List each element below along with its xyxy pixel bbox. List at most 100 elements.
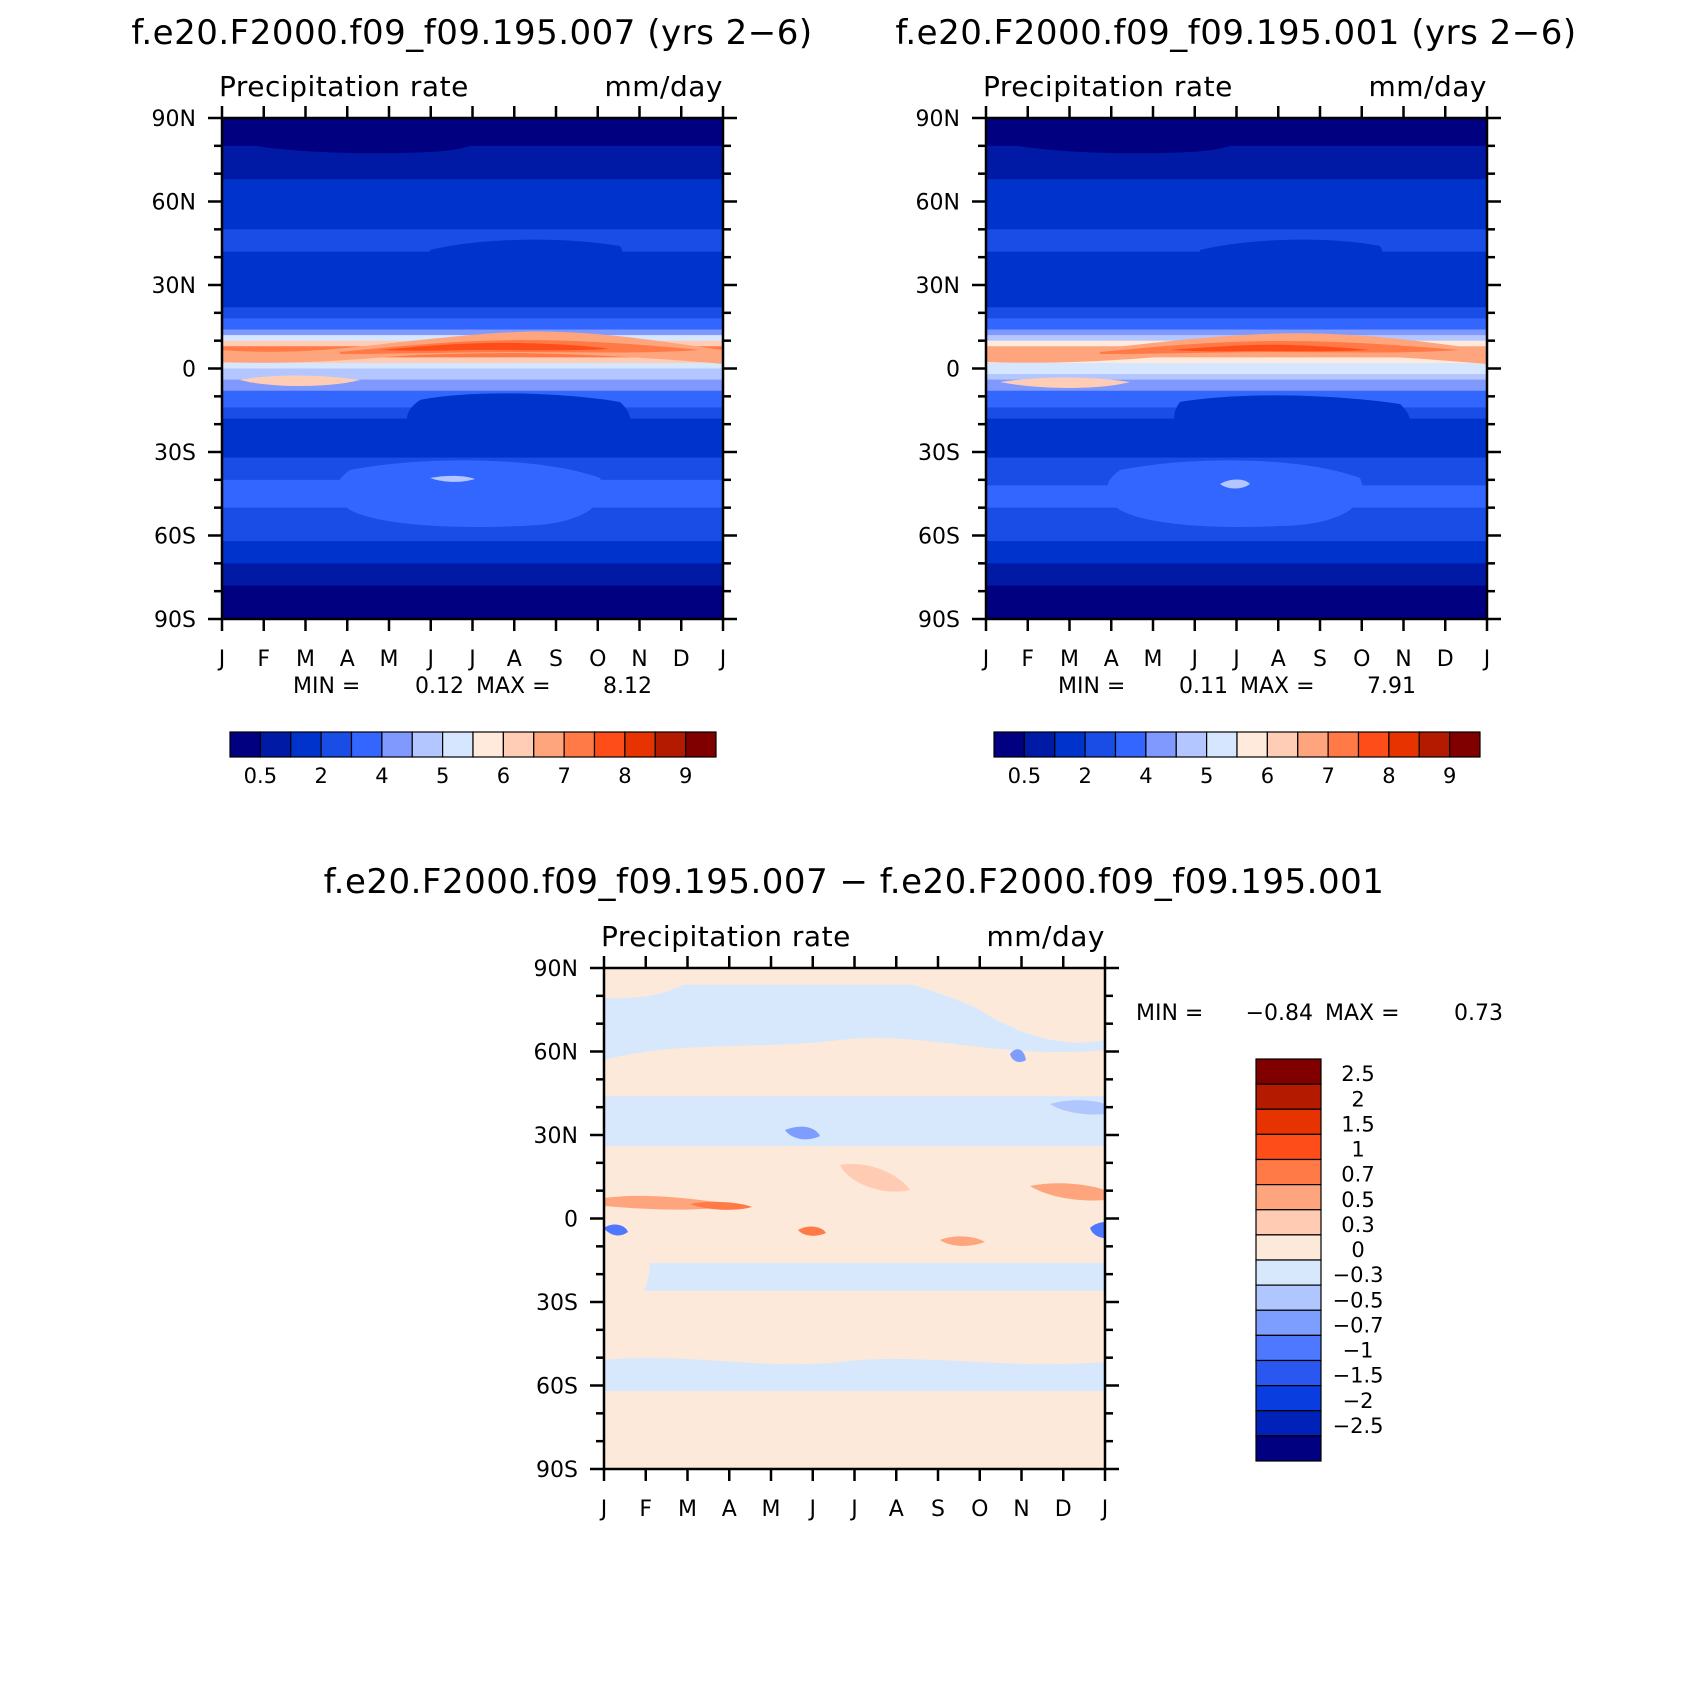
latitude-band — [986, 207, 1487, 214]
storm-track-peak — [1220, 479, 1250, 489]
latitude-band — [986, 613, 1487, 619]
colorbar-swatch — [1255, 1158, 1322, 1186]
latitude-band — [986, 385, 1487, 392]
polar-dry-north — [994, 123, 1245, 154]
latitude-band — [604, 1029, 1105, 1036]
latitude-band — [222, 323, 723, 331]
latitude-band — [222, 307, 723, 314]
x-tick-label: J — [1190, 647, 1199, 672]
latitude-band — [604, 1302, 1105, 1309]
latitude-band — [222, 329, 723, 336]
positive-patch — [880, 968, 1105, 1043]
latitude-band — [986, 351, 1487, 358]
x-tick-label: M — [678, 1497, 697, 1522]
colorbar-label: 6 — [497, 764, 510, 788]
colorbar-swatch — [472, 731, 504, 758]
colorbar-swatch — [1145, 731, 1177, 758]
positive-patch — [604, 1185, 1105, 1243]
latitude-band — [604, 1268, 1105, 1275]
itcz-peak — [380, 342, 610, 351]
latitude-band — [986, 557, 1487, 564]
panel-units-label: mm/day — [1369, 70, 1488, 103]
latitude-band — [604, 1118, 1105, 1125]
latitude-band — [986, 591, 1487, 598]
latitude-band — [986, 240, 1487, 247]
y-tick-label: 0 — [564, 1208, 578, 1233]
latitude-band — [604, 1363, 1105, 1370]
colorbar-swatch — [1255, 1334, 1322, 1362]
min-label: MIN = — [1058, 674, 1125, 699]
latitude-band — [986, 190, 1487, 197]
latitude-band — [986, 568, 1487, 576]
latitude-band — [222, 145, 723, 152]
latitude-band — [604, 1357, 1105, 1364]
max-label: MAX = — [1325, 1001, 1400, 1026]
colorbar-label: 9 — [679, 764, 692, 788]
colorbar-label: 8 — [618, 764, 631, 788]
latitude-band — [604, 968, 1105, 975]
latitude-band — [986, 329, 1487, 336]
negative-extreme — [1090, 1222, 1105, 1238]
latitude-band — [986, 168, 1487, 175]
colorbar-swatch — [1054, 731, 1086, 758]
latitude-band — [604, 1090, 1105, 1097]
colorbar-swatch — [290, 731, 322, 758]
latitude-band — [604, 1146, 1105, 1153]
positive-extreme — [798, 1226, 826, 1236]
latitude-band — [604, 990, 1105, 997]
latitude-band — [986, 362, 1487, 370]
latitude-band — [604, 1368, 1105, 1375]
latitude-band — [604, 995, 1105, 1002]
storm-track-south — [1106, 460, 1363, 528]
latitude-band — [986, 379, 1487, 386]
x-tick-label: M — [380, 647, 399, 672]
x-tick-label: J — [849, 1497, 858, 1522]
x-tick-label: J — [426, 647, 435, 672]
colorbar-swatch — [350, 731, 383, 758]
colorbar-label: 1 — [1351, 1138, 1364, 1162]
max-label: MAX = — [1240, 674, 1315, 699]
latitude-band — [986, 123, 1487, 130]
latitude-band — [604, 979, 1105, 986]
field-features — [986, 123, 1487, 528]
x-tick-label: F — [1021, 647, 1034, 672]
latitude-band — [222, 151, 723, 158]
colorbar-label: 0.5 — [1008, 764, 1041, 788]
colorbar-swatch — [1023, 731, 1056, 758]
colorbar-swatch — [229, 731, 261, 758]
latitude-band — [604, 1123, 1105, 1131]
y-tick-label: 30N — [534, 1124, 578, 1149]
latitude-band — [604, 1257, 1105, 1264]
latitude-band — [222, 535, 723, 542]
latitude-band — [986, 212, 1487, 219]
latitude-band — [222, 374, 723, 381]
x-tick-label: S — [931, 1497, 945, 1522]
colorbar-label: 2 — [1078, 764, 1091, 788]
southern-branch — [240, 375, 360, 386]
colorbar-label: 2 — [314, 764, 327, 788]
colorbar-swatch — [533, 731, 565, 758]
latitude-band — [604, 1402, 1105, 1409]
y-tick-label: 90N — [916, 107, 960, 132]
latitude-band — [222, 296, 723, 303]
colorbar-label: 1.5 — [1341, 1112, 1374, 1136]
latitude-band — [222, 123, 723, 130]
y-tick-label: 30N — [916, 274, 960, 299]
colorbar-label: 0.7 — [1341, 1163, 1374, 1187]
latitude-band — [222, 179, 723, 186]
itcz-peak — [1170, 344, 1370, 352]
colorbar-label: 6 — [1261, 764, 1274, 788]
latitude-band — [222, 173, 723, 180]
x-tick-label: N — [1395, 647, 1411, 672]
panel-title: f.e20.F2000.f09_f09.195.007 (yrs 2−6) — [131, 13, 812, 53]
latitude-band — [986, 312, 1487, 319]
x-tick-label: J — [467, 647, 476, 672]
y-axis-labels: 90N 60N 30N 0 30S 60S 90S — [916, 107, 960, 633]
latitude-band — [222, 524, 723, 531]
y-tick-label: 90N — [152, 107, 196, 132]
x-tick-label: O — [589, 647, 606, 672]
x-tick-label: O — [971, 1497, 988, 1522]
positive-patch — [604, 968, 700, 999]
